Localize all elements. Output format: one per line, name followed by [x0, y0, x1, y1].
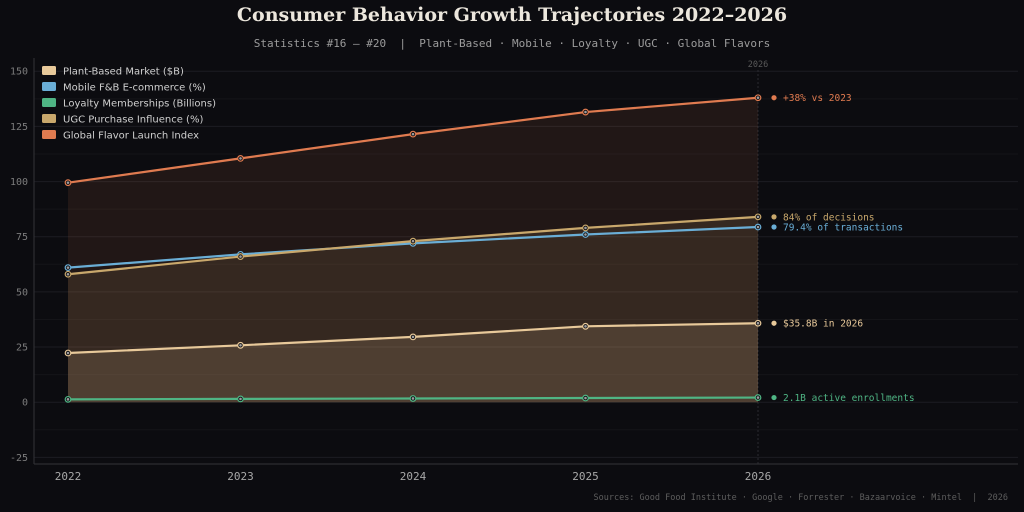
legend-entry: Plant-Based Market ($B): [63, 67, 184, 78]
data-point-core: [411, 335, 415, 339]
end-label: +38% vs 2023: [783, 93, 852, 104]
legend-entry: Mobile F&B E-commerce (%): [63, 83, 206, 94]
x-tick-label: 2023: [227, 470, 254, 483]
data-point-core: [66, 181, 70, 184]
legend-swatch: [42, 66, 56, 75]
series-fill: [68, 323, 758, 403]
data-point-core: [584, 325, 587, 328]
legend-swatch: [42, 82, 56, 91]
x-tick-label: 2022: [55, 470, 82, 483]
data-point-core: [411, 397, 415, 400]
end-label-dot: [771, 320, 777, 326]
end-label-dot: [771, 394, 777, 401]
chart-title: Consumer Behavior Growth Trajectories 20…: [236, 4, 788, 26]
data-point-core: [584, 396, 587, 400]
series-lines: [64, 94, 762, 403]
end-label-dot: [771, 214, 777, 220]
y-tick-label: 25: [16, 343, 28, 354]
data-point-core: [584, 110, 587, 114]
data-point-core: [66, 398, 70, 401]
data-point-core: [239, 343, 242, 347]
data-point-core: [756, 215, 760, 219]
y-tick-label: 100: [10, 177, 28, 188]
legend: Plant-Based Market ($B) Mobile F&B E-comm…: [42, 66, 216, 142]
series-fill: [68, 216, 758, 403]
data-point-core: [584, 233, 587, 236]
chart-subtitle: Statistics #16 – #20 | Plant-Based · Mob…: [253, 37, 771, 50]
legend-swatch: [42, 114, 56, 123]
end-label-dot: [771, 224, 777, 230]
y-tick-label: -25: [10, 453, 28, 464]
data-point-core: [756, 96, 760, 100]
y-tick-label: 75: [16, 232, 28, 243]
end-labels: $35.8B in 2026 79.4% of transactions 2.1B …: [771, 93, 915, 404]
legend-entry: UGC Purchase Influence (%): [63, 115, 203, 126]
data-point-core: [239, 397, 242, 401]
legend-swatch: [42, 130, 56, 139]
end-label: 79.4% of transactions: [783, 223, 903, 234]
end-label-dot: [771, 95, 777, 101]
x-tick-label: 2024: [400, 470, 427, 483]
data-point-core: [756, 321, 760, 325]
y-tick-label: 0: [22, 398, 28, 409]
grid: [34, 58, 1018, 464]
end-label: 2.1B active enrollments: [783, 393, 915, 404]
x-tick-label: 2025: [572, 470, 599, 483]
legend-swatch: [42, 98, 56, 107]
x-tick-label: 2026: [745, 470, 772, 483]
data-point-core: [584, 226, 587, 230]
data-point-core: [411, 132, 415, 136]
legend-entry: Global Flavor Launch Index: [63, 131, 199, 142]
axes: -25 0 25 50 75 100 125 150 2022 2023 2024 2025 2026 2…: [10, 58, 1018, 483]
data-point-core: [239, 255, 242, 258]
legend-entry: Loyalty Memberships (Billions): [63, 99, 216, 110]
data-point-core: [756, 225, 760, 229]
y-tick-label: 50: [16, 287, 28, 298]
data-point-core: [66, 351, 70, 355]
data-point-core: [66, 266, 70, 269]
reference-line-label: 2026: [748, 60, 768, 70]
data-point-core: [756, 396, 760, 399]
end-label: 84% of decisions: [783, 212, 875, 223]
end-label: $35.8B in 2026: [783, 319, 863, 330]
chart-footer: Sources: Good Food Institute · Google · …: [593, 493, 1008, 503]
data-point-core: [239, 157, 242, 160]
data-point-core: [411, 239, 415, 243]
data-point-core: [66, 272, 70, 276]
y-tick-label: 150: [10, 67, 28, 78]
y-tick-label: 125: [10, 122, 28, 133]
